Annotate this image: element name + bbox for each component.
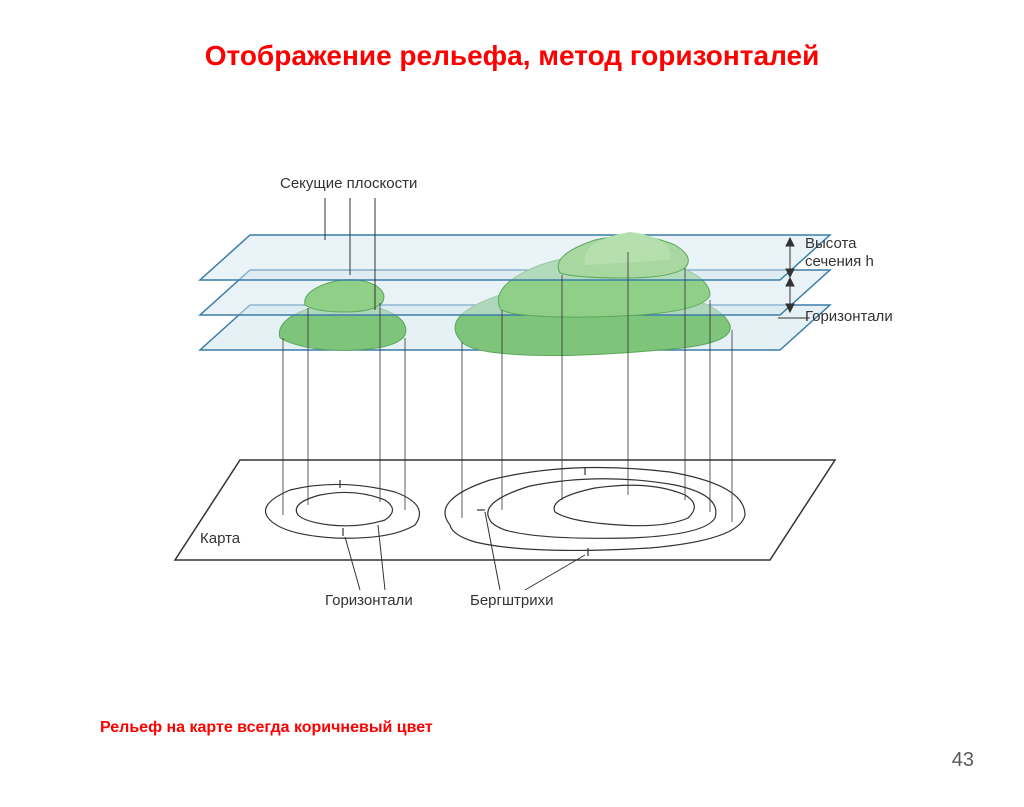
- label-cutting-planes: Секущие плоскости: [280, 175, 417, 192]
- diagram: Секущие плоскости Высота сечения h Гориз…: [130, 160, 890, 620]
- contours-small: [266, 480, 420, 538]
- plane-top: [200, 235, 830, 280]
- page-title: Отображение рельефа, метод горизонталей: [0, 40, 1024, 72]
- map-plane: [175, 460, 835, 560]
- footer-note: Рельеф на карте всегда коричневый цвет: [100, 719, 433, 737]
- page-number: 43: [952, 749, 974, 772]
- diagram-svg: [130, 160, 890, 620]
- label-bergstrokes: Бергштрихи: [470, 592, 554, 609]
- label-contours-right: Горизонтали: [805, 308, 893, 325]
- label-section-height: Высота сечения h: [805, 235, 874, 271]
- bottom-guides: [345, 512, 585, 590]
- contours-large: [445, 467, 745, 556]
- label-map: Карта: [200, 530, 240, 547]
- label-contours-bottom: Горизонтали: [325, 592, 413, 609]
